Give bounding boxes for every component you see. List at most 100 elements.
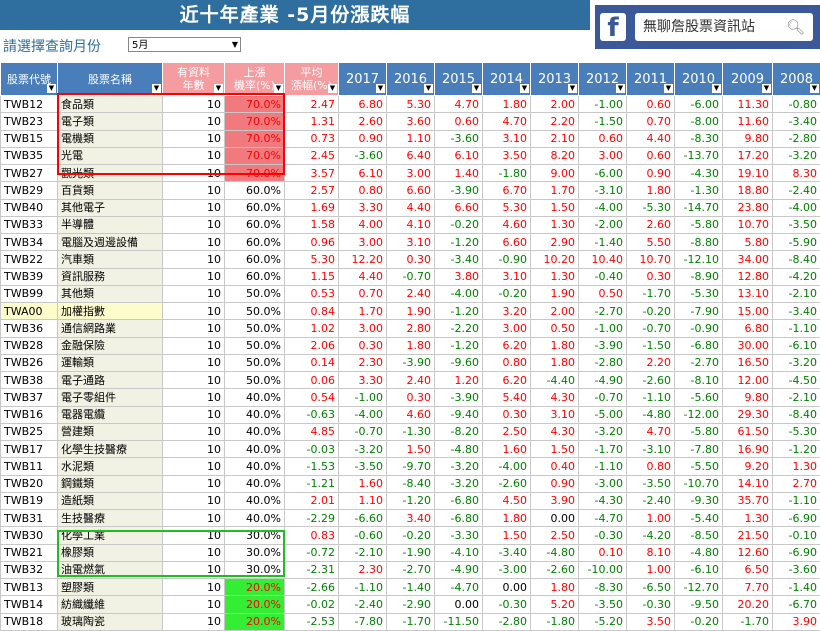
year-change-cell: -0.10 — [773, 527, 820, 544]
filter-dropdown-icon[interactable]: ▼ — [152, 84, 161, 93]
year-change-cell: -3.30 — [435, 527, 483, 544]
year-change-cell: 2.60 — [627, 216, 675, 233]
filter-dropdown-icon[interactable]: ▼ — [472, 84, 481, 93]
year-change-cell: 3.00 — [339, 320, 387, 337]
filter-dropdown-icon[interactable]: ▼ — [376, 84, 385, 93]
column-header-year[interactable]: 2008▼ — [773, 63, 820, 96]
filter-dropdown-icon[interactable]: ▼ — [47, 84, 56, 93]
year-change-cell: -4.80 — [435, 441, 483, 458]
filter-dropdown-icon[interactable]: ▼ — [424, 84, 433, 93]
stock-name-cell: 紡織纖維 — [58, 596, 163, 613]
years-count-cell: 10 — [163, 199, 225, 216]
search-icon[interactable]: 🔍︎ — [786, 13, 805, 41]
year-change-cell: 6.20 — [483, 337, 531, 354]
year-change-cell: -4.00 — [579, 199, 627, 216]
column-header-year[interactable]: 2009▼ — [723, 63, 773, 96]
column-header-avg-change[interactable]: 平均漲幅(%)▼ — [285, 63, 339, 96]
chevron-down-icon[interactable]: ▼ — [232, 38, 238, 52]
year-change-cell: 0.50 — [579, 285, 627, 302]
filter-dropdown-icon[interactable]: ▼ — [274, 84, 283, 93]
year-change-cell: 1.80 — [483, 510, 531, 527]
column-header-rise-rate[interactable]: 上漲機率(%)▼ — [225, 63, 285, 96]
filter-dropdown-icon[interactable]: ▼ — [328, 84, 337, 93]
filter-dropdown-icon[interactable]: ▼ — [214, 84, 223, 93]
year-change-cell: 6.60 — [435, 199, 483, 216]
column-header-year[interactable]: 2016▼ — [387, 63, 435, 96]
year-change-cell: 4.70 — [627, 423, 675, 440]
year-change-cell: -0.70 — [339, 423, 387, 440]
filter-dropdown-icon[interactable]: ▼ — [712, 84, 721, 93]
month-select[interactable]: 5月 ▼ — [128, 37, 241, 52]
facebook-search-box[interactable]: 無聊詹股票資訊站 🔍︎ — [635, 13, 813, 41]
column-header-years[interactable]: 有資料年數▼ — [163, 63, 225, 96]
column-header-year[interactable]: 2017▼ — [339, 63, 387, 96]
year-change-cell: -8.30 — [579, 579, 627, 596]
avg-change-cell: 2.45 — [285, 147, 339, 164]
avg-change-cell: 0.73 — [285, 130, 339, 147]
year-change-cell: 15.00 — [723, 303, 773, 320]
year-change-cell: -0.20 — [483, 285, 531, 302]
filter-dropdown-icon[interactable]: ▼ — [616, 84, 625, 93]
year-change-cell: -7.80 — [675, 441, 723, 458]
filter-dropdown-icon[interactable]: ▼ — [568, 84, 577, 93]
avg-change-cell: 1.58 — [285, 216, 339, 233]
filter-dropdown-icon[interactable]: ▼ — [664, 84, 673, 93]
column-header-year[interactable]: 2011▼ — [627, 63, 675, 96]
column-header-name[interactable]: 股票名稱▼ — [58, 63, 163, 96]
year-change-cell: -3.90 — [387, 354, 435, 371]
year-change-cell: 2.50 — [531, 527, 579, 544]
column-header-year[interactable]: 2014▼ — [483, 63, 531, 96]
year-change-cell: -8.40 — [773, 406, 820, 423]
rise-rate-cell: 70.0% — [225, 113, 285, 130]
facebook-widget[interactable]: f 無聊詹股票資訊站 🔍︎ — [595, 5, 820, 49]
facebook-page-name[interactable]: 無聊詹股票資訊站 — [643, 13, 755, 41]
year-change-cell: 4.50 — [483, 492, 531, 509]
filter-dropdown-icon[interactable]: ▼ — [810, 84, 819, 93]
column-header-year[interactable]: 2013▼ — [531, 63, 579, 96]
column-header-year[interactable]: 2012▼ — [579, 63, 627, 96]
year-change-cell: -9.40 — [435, 406, 483, 423]
facebook-logo-icon[interactable]: f — [600, 13, 626, 41]
filter-dropdown-icon[interactable]: ▼ — [520, 84, 529, 93]
column-header-code[interactable]: 股票代號▼ — [1, 63, 58, 96]
filter-dropdown-icon[interactable]: ▼ — [762, 84, 771, 93]
year-change-cell: 2.50 — [483, 423, 531, 440]
column-header-year[interactable]: 2015▼ — [435, 63, 483, 96]
stock-code-cell: TWB16 — [1, 406, 58, 423]
stock-name-cell: 水泥類 — [58, 458, 163, 475]
column-header-year[interactable]: 2010▼ — [675, 63, 723, 96]
year-change-cell: -6.00 — [579, 165, 627, 182]
years-count-cell: 10 — [163, 285, 225, 302]
